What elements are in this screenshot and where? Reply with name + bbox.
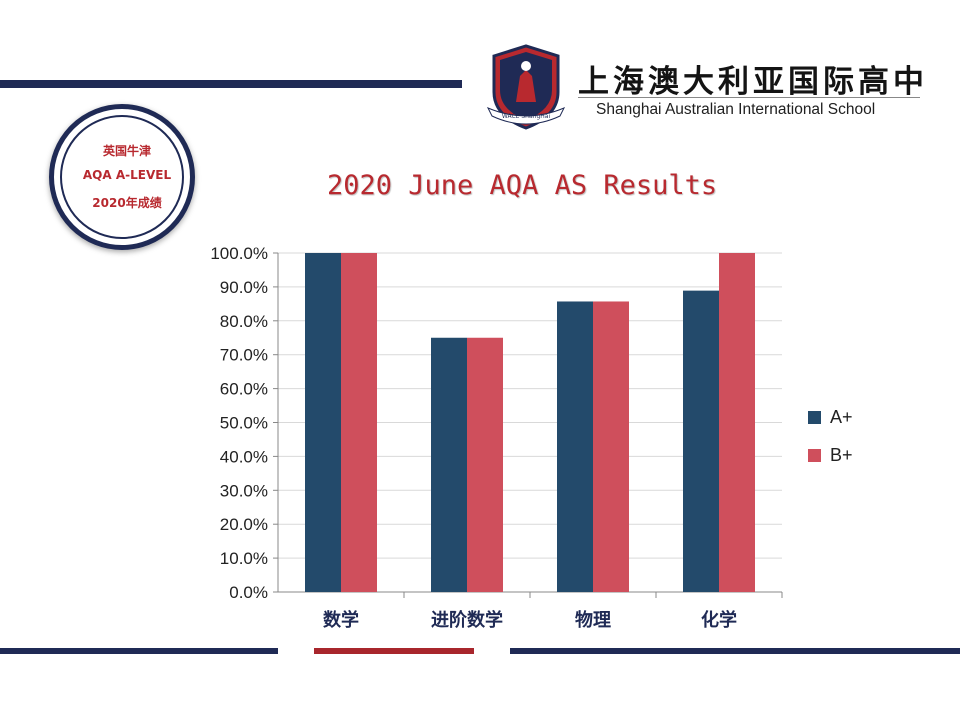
bar: [341, 253, 377, 592]
bottom-rule-right: [510, 648, 960, 654]
badge-ring: [60, 115, 184, 239]
y-tick-label: 30.0%: [220, 481, 268, 500]
bar: [467, 337, 503, 592]
y-tick-label: 70.0%: [220, 346, 268, 365]
x-tick-label: 数学: [323, 609, 359, 631]
y-tick-label: 10.0%: [220, 549, 268, 568]
y-tick-label: 40.0%: [220, 447, 268, 466]
y-tick-label: 0.0%: [229, 583, 268, 602]
y-tick-label: 80.0%: [220, 312, 268, 331]
y-tick-label: 20.0%: [220, 515, 268, 534]
bar: [431, 337, 467, 592]
x-tick-label: 化学: [701, 609, 737, 631]
y-tick-label: 90.0%: [220, 278, 268, 297]
crest-text: WACE ShangHai: [502, 113, 551, 120]
exam-badge: 英国牛津 AQA A-LEVEL 2020年成绩: [49, 104, 195, 250]
legend-swatch-a: [808, 410, 821, 424]
y-tick-label: 100.0%: [210, 244, 268, 263]
bar: [593, 301, 629, 592]
bar: [557, 301, 593, 592]
legend-label-b: B+: [830, 444, 853, 465]
y-tick-label: 50.0%: [220, 414, 268, 433]
badge-line-3: 2020年成绩: [92, 196, 162, 210]
chart-title: 2020 June AQA AS Results: [327, 170, 718, 201]
bottom-rule-left: [0, 648, 278, 654]
school-name-en: Shanghai Australian International School: [596, 101, 876, 118]
bar: [683, 290, 719, 592]
top-left-rule: [0, 80, 462, 88]
badge-line-1: 英国牛津: [102, 144, 151, 158]
header-rule: [578, 97, 920, 98]
legend-label-a: A+: [830, 406, 853, 427]
x-tick-label: 物理: [575, 609, 611, 631]
y-tick-label: 60.0%: [220, 380, 268, 399]
bottom-rule-middle: [314, 648, 474, 654]
bar: [305, 253, 341, 592]
badge-line-2: AQA A-LEVEL: [82, 168, 172, 182]
x-tick-label: 进阶数学: [431, 609, 503, 631]
legend-item-a: A+: [808, 407, 853, 427]
school-crest-icon: WACE ShangHai: [486, 44, 566, 130]
bar: [719, 253, 755, 592]
school-name-cn: 上海澳大利亚国际高中: [578, 64, 928, 100]
legend-item-b: B+: [808, 445, 853, 465]
legend-swatch-b: [808, 448, 821, 462]
